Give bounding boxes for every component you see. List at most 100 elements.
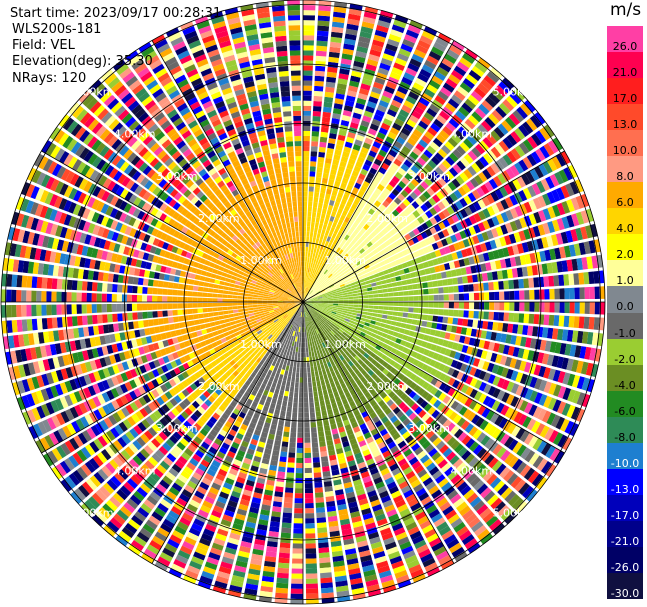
range-gate [361,387,369,395]
range-gate [352,112,362,120]
range-gate [308,186,314,192]
range-gate [424,268,431,275]
range-gate [234,350,241,356]
range-gate [338,328,344,334]
range-gate [221,412,229,421]
range-gate [312,304,318,307]
range-gate [260,431,268,439]
range-gate [408,114,419,124]
range-gate [363,237,370,245]
range-gate [413,384,422,393]
range-gate [477,528,490,541]
range-gate [179,424,189,433]
range-gate [299,306,302,312]
range-gate [361,507,372,516]
range-gate [307,367,311,373]
range-gate [355,102,365,110]
range-gate [305,573,318,579]
range-gate [458,406,468,416]
range-gate [412,82,425,92]
range-gate [303,30,315,36]
range-gate [417,361,425,369]
range-gate [338,281,345,286]
range-gate [115,397,125,408]
range-gate [467,411,477,422]
range-gate [400,163,410,172]
range-gate [303,110,312,116]
range-gate [281,441,289,448]
range-gate [358,323,365,328]
range-gate [491,109,504,122]
range-gate [312,206,317,213]
range-gate [498,417,508,429]
range-gate [367,234,374,241]
range-gate [229,359,236,366]
range-gate [560,185,570,199]
range-gate [468,302,475,310]
range-gate [312,335,316,341]
range-gate [473,368,482,378]
range-gate [278,461,287,468]
range-gate [372,449,381,458]
range-gate [441,529,454,541]
range-gate [553,450,565,464]
range-gate [400,43,413,53]
range-gate [362,16,376,25]
range-gate [151,423,161,434]
range-gate [460,384,469,394]
range-gate [355,260,362,266]
range-gate [139,407,149,418]
range-gate [491,460,503,472]
range-gate [193,551,206,561]
range-gate [468,400,478,410]
range-gate [398,307,404,312]
range-gate [446,324,453,332]
range-gate [355,269,361,275]
range-gate [320,405,327,412]
range-gate [281,325,286,331]
range-gate [394,184,403,193]
range-gate [413,376,422,384]
range-gate [321,261,326,267]
range-gate [462,509,475,521]
range-gate [122,418,132,430]
range-gate [373,175,382,184]
range-gate [292,543,303,549]
range-gate [287,317,292,323]
range-gate [560,151,571,165]
range-gate [463,153,474,165]
range-gate [209,375,217,383]
range-gate [256,363,262,370]
range-gate [544,302,550,313]
range-gate [312,303,318,305]
range-gate [537,195,547,208]
range-gate [472,460,483,472]
range-gate [307,304,312,308]
range-gate [523,432,535,445]
range-gate [534,289,540,300]
range-gate [420,496,432,506]
range-gate [420,116,432,126]
range-gate [442,316,449,324]
range-gate [252,340,259,346]
range-gate [306,261,309,268]
range-gate [349,438,358,446]
range-gate [366,349,373,356]
range-gate [321,336,326,343]
range-gate [305,513,315,519]
range-gate [266,316,272,321]
range-gate [392,432,401,441]
range-gate [554,342,562,354]
range-gate [334,442,343,450]
range-gate [441,159,452,170]
range-gate [484,96,497,108]
range-gate [442,339,449,348]
range-gate [540,178,551,191]
range-gate [432,315,439,322]
range-gate [519,302,525,312]
range-gate [322,304,329,306]
range-gate [506,134,518,146]
range-gate [321,292,327,296]
range-gate [314,487,323,493]
range-gate [495,354,503,364]
